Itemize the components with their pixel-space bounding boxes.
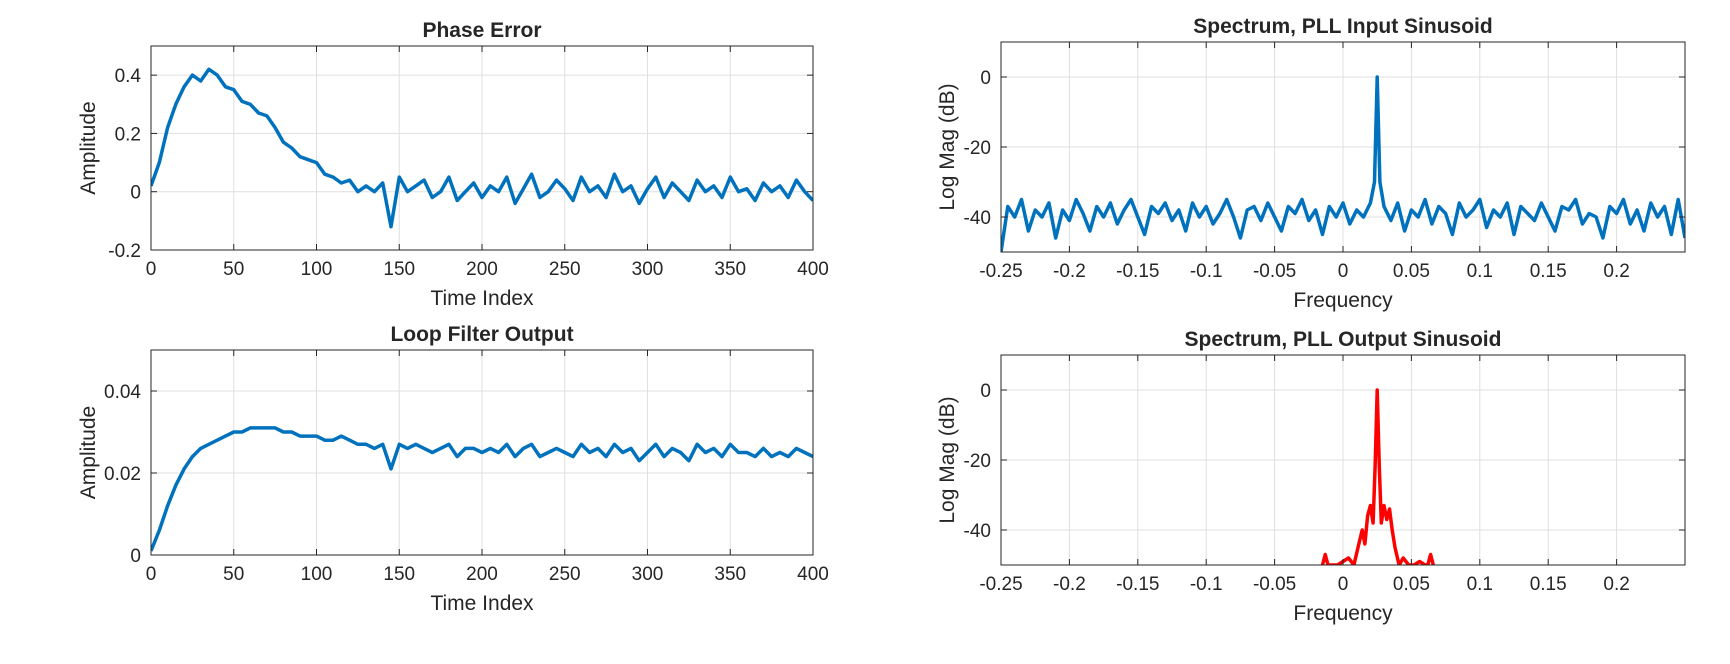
x-tick-label: 0.1 bbox=[1467, 574, 1493, 595]
x-tick-label: 150 bbox=[383, 564, 415, 585]
x-tick-label: 200 bbox=[466, 259, 498, 280]
y-tick-label: -0.2 bbox=[108, 241, 141, 262]
series-line-1 bbox=[1001, 75, 1685, 252]
series-line-1 bbox=[151, 67, 813, 229]
x-tick-label: 0 bbox=[146, 259, 157, 280]
x-tick-label: 0.05 bbox=[1393, 261, 1430, 282]
chart-title: Loop Filter Output bbox=[390, 323, 573, 346]
subplot-1: 0 50 100 150 200 250 300 350 400-0.200.20.4Phase… bbox=[77, 19, 829, 310]
x-tick-label: 300 bbox=[632, 259, 664, 280]
x-tick-label: 0.15 bbox=[1530, 261, 1567, 282]
x-tick-label: 100 bbox=[301, 564, 333, 585]
x-tick-label: -0.2 bbox=[1053, 574, 1086, 595]
subplot-4: -0.25 -0.2 -0.15 -0.1 -0.05 0 0.05 0.1 0.15 0.2 -4… bbox=[936, 328, 1686, 625]
chart-title: Phase Error bbox=[422, 19, 541, 42]
x-tick-label: 0.2 bbox=[1603, 574, 1629, 595]
x-tick-label: 250 bbox=[549, 564, 581, 585]
y-axis-label: Amplitude bbox=[77, 101, 100, 194]
x-tick-label: -0.1 bbox=[1190, 574, 1223, 595]
y-tick-label: 0.2 bbox=[115, 124, 141, 145]
x-axis-label: Frequency bbox=[1293, 289, 1393, 312]
x-tick-label: 400 bbox=[797, 259, 829, 280]
x-axis-label: Time Index bbox=[430, 287, 534, 310]
x-tick-label: 0.15 bbox=[1530, 574, 1567, 595]
x-axis-label: Frequency bbox=[1293, 602, 1393, 625]
y-tick-label: -20 bbox=[964, 138, 991, 159]
y-tick-label: 0.4 bbox=[115, 66, 142, 87]
subplot-3: -0.25 -0.2 -0.15 -0.1 -0.05 0 0.05 0.1 0.15 0.2 -4… bbox=[936, 15, 1686, 312]
x-tick-label: 0 bbox=[1338, 574, 1349, 595]
y-tick-label: 0.04 bbox=[104, 382, 141, 403]
subplot-2: 0 50 100 150 200 250 300 350 400 0 0.02 0.04 Loop Fi… bbox=[77, 323, 829, 615]
x-tick-label: 0.05 bbox=[1393, 574, 1430, 595]
x-tick-label: 400 bbox=[797, 564, 829, 585]
x-tick-label: 300 bbox=[632, 564, 664, 585]
y-axis-label: Log Mag (dB) bbox=[936, 83, 959, 210]
x-tick-label: -0.25 bbox=[979, 574, 1022, 595]
x-tick-label: 50 bbox=[223, 259, 244, 280]
y-tick-label: 0 bbox=[980, 68, 991, 89]
y-tick-label: -40 bbox=[964, 521, 991, 542]
y-tick-label: 0 bbox=[130, 546, 141, 567]
y-tick-label: 0.02 bbox=[104, 464, 141, 485]
x-axis-label: Time Index bbox=[430, 592, 534, 615]
series-line-1 bbox=[151, 426, 813, 552]
x-tick-label: 0 bbox=[1338, 261, 1349, 282]
x-tick-label: -0.2 bbox=[1053, 261, 1086, 282]
x-tick-label: -0.05 bbox=[1253, 261, 1296, 282]
x-tick-label: 250 bbox=[549, 259, 581, 280]
x-tick-label: 0 bbox=[146, 564, 157, 585]
y-tick-label: -20 bbox=[964, 451, 991, 472]
x-tick-label: 100 bbox=[301, 259, 333, 280]
x-tick-label: -0.15 bbox=[1116, 261, 1159, 282]
x-tick-label: 0.2 bbox=[1603, 261, 1629, 282]
y-axis-label: Amplitude bbox=[77, 406, 100, 499]
y-axis-label: Log Mag (dB) bbox=[936, 396, 959, 523]
x-tick-label: 350 bbox=[714, 259, 746, 280]
series-line-1 bbox=[1320, 388, 1435, 565]
x-tick-label: -0.1 bbox=[1190, 261, 1223, 282]
y-tick-label: 0 bbox=[980, 381, 991, 402]
y-tick-label: -40 bbox=[964, 208, 991, 229]
x-tick-label: 350 bbox=[714, 564, 746, 585]
chart-title: Spectrum, PLL Input Sinusoid bbox=[1193, 15, 1492, 38]
x-tick-label: 150 bbox=[383, 259, 415, 280]
x-tick-label: 200 bbox=[466, 564, 498, 585]
x-tick-label: -0.05 bbox=[1253, 574, 1296, 595]
y-tick-label: 0 bbox=[130, 183, 141, 204]
x-tick-label: 0.1 bbox=[1467, 261, 1493, 282]
chart-title: Spectrum, PLL Output Sinusoid bbox=[1185, 328, 1502, 351]
x-tick-label: -0.25 bbox=[979, 261, 1022, 282]
x-tick-label: -0.15 bbox=[1116, 574, 1159, 595]
x-tick-label: 50 bbox=[223, 564, 244, 585]
